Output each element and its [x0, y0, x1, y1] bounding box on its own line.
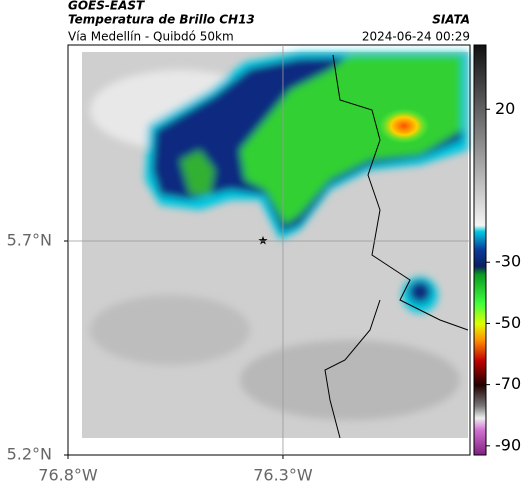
- imagery: ★: [82, 52, 469, 439]
- org: SIATA: [432, 13, 470, 27]
- product: Temperatura de Brillo CH13: [68, 13, 255, 27]
- colorbar-tick-label: 20: [495, 99, 515, 118]
- x-tick-label: 76.8°W: [38, 466, 98, 485]
- source: GOES-EAST: [68, 0, 145, 13]
- y-tick-label: 5.7°N: [7, 231, 52, 250]
- region: Vía Medellín - Quibdó 50km: [68, 30, 234, 44]
- y-tick-label: 5.2°N: [7, 445, 52, 464]
- colorbar-tick-label: -90: [495, 435, 521, 454]
- colorbar-tick-label: -30: [495, 252, 521, 271]
- city-marker: ★: [258, 234, 269, 248]
- map-frame: [67, 44, 471, 456]
- colorbar-tick-label: -70: [495, 374, 521, 393]
- timestamp: 2024-06-24 00:29: [362, 30, 470, 44]
- x-tick-label: 76.3°W: [253, 466, 313, 485]
- colorbar: [473, 44, 487, 456]
- colorbar-tick-label: -50: [495, 313, 521, 332]
